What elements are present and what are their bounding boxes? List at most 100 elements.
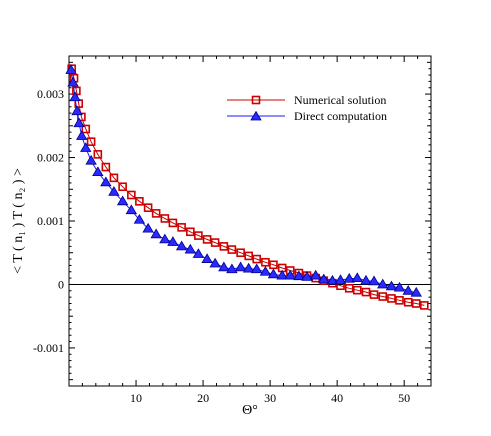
data-point-triangle [234, 261, 247, 272]
data-point-triangle [80, 142, 92, 152]
data-point-triangle [267, 268, 280, 279]
series-direct [65, 64, 422, 297]
data-point-triangle [142, 222, 154, 233]
data-point-triangle [385, 280, 398, 291]
x-tick-label: 10 [130, 391, 142, 405]
data-point-triangle [209, 257, 221, 268]
data-point-triangle [318, 273, 330, 284]
data-point-square [93, 150, 103, 159]
data-point-triangle [251, 263, 263, 274]
legend-label-numerical: Numerical solution [294, 93, 386, 107]
data-point-triangle [360, 274, 372, 285]
data-point-triangle [150, 228, 162, 239]
data-point-triangle [226, 263, 238, 274]
data-point-triangle [159, 233, 171, 244]
data-point-square [261, 257, 270, 267]
data-point-square [186, 227, 195, 237]
y-tick-label: 0 [58, 277, 64, 291]
data-point-triangle [309, 269, 322, 280]
legend-marker-direct [250, 110, 262, 121]
data-point-triangle [192, 248, 205, 258]
x-tick-label: 20 [197, 391, 209, 405]
x-axis-label: Θ° [242, 403, 258, 418]
data-point-square [202, 235, 212, 244]
data-point-triangle [377, 278, 389, 289]
legend-label-direct: Direct computation [294, 109, 387, 123]
data-point-square [151, 209, 161, 218]
data-point-square [118, 182, 127, 192]
data-point-triangle [343, 272, 355, 283]
data-point-square [361, 287, 371, 297]
y-axis-label: < T ( n₁ ) T ( n₂ ) > [11, 168, 26, 274]
data-point-square [143, 203, 153, 212]
data-point-triangle [175, 240, 188, 251]
data-point-triangle [100, 176, 112, 187]
data-point-triangle [167, 236, 179, 246]
data-point-square [387, 294, 396, 303]
data-point-triangle [108, 186, 120, 196]
x-tick-label: 30 [264, 391, 276, 405]
y-tick-label: 0.001 [37, 214, 64, 228]
data-point-square [244, 251, 253, 261]
data-point-triangle [351, 272, 363, 283]
data-point-square [109, 173, 119, 183]
data-point-square [352, 285, 362, 295]
data-point-triangle [184, 243, 197, 254]
data-point-square [127, 190, 136, 200]
data-point-triangle [69, 91, 81, 102]
data-point-square [177, 223, 186, 232]
x-tick-label: 50 [398, 391, 410, 405]
data-point-triangle [85, 154, 97, 165]
data-point-square [219, 242, 229, 251]
x-axis: 10 20 30 40 50 [81, 56, 419, 405]
data-point-triangle [201, 253, 213, 263]
data-point-square [252, 254, 262, 264]
data-point-square [210, 238, 220, 247]
data-point-triangle [259, 265, 272, 276]
data-point-triangle [71, 105, 83, 116]
data-point-square [378, 292, 388, 301]
y-tick-label: 0.003 [37, 87, 64, 101]
data-point-square [168, 218, 178, 228]
data-point-triangle [133, 213, 146, 224]
y-tick-label: -0.001 [33, 341, 64, 355]
data-point-triangle [301, 271, 313, 281]
data-point-square [419, 301, 429, 310]
data-point-triangle [67, 76, 79, 87]
data-point-triangle [368, 275, 380, 286]
data-point-triangle [92, 166, 104, 177]
legend-marker-numerical [251, 95, 261, 105]
legend: Numerical solution Direct computation [227, 93, 387, 123]
data-point-square [403, 297, 413, 307]
data-point-triangle [393, 281, 406, 292]
x-tick-label: 40 [331, 391, 343, 405]
data-point-square [160, 214, 170, 223]
data-point-triangle [410, 286, 422, 297]
data-point-square [344, 283, 354, 293]
data-point-triangle [76, 130, 88, 140]
data-point-triangle [125, 204, 138, 215]
data-point-square [411, 299, 421, 308]
data-point-square [269, 260, 278, 270]
data-point-triangle [326, 274, 339, 285]
data-point-triangle [65, 64, 77, 74]
data-point-square [86, 137, 96, 146]
data-point-square [194, 231, 203, 240]
data-point-triangle [293, 270, 305, 281]
data-point-triangle [334, 274, 347, 284]
data-point-square [101, 162, 111, 172]
data-point-square [227, 245, 237, 254]
y-axis: -0.001 0 0.001 0.002 0.003 [33, 61, 431, 381]
data-point-triangle [116, 195, 129, 206]
data-point-triangle [402, 285, 414, 295]
data-point-triangle [218, 261, 230, 272]
data-point-square [369, 290, 379, 299]
series-layer [65, 64, 429, 310]
data-point-square [135, 197, 144, 206]
data-point-triangle [284, 269, 296, 280]
data-point-triangle [276, 269, 288, 280]
data-point-square [81, 124, 91, 134]
y-tick-label: 0.002 [37, 151, 64, 165]
data-point-triangle [73, 117, 85, 128]
